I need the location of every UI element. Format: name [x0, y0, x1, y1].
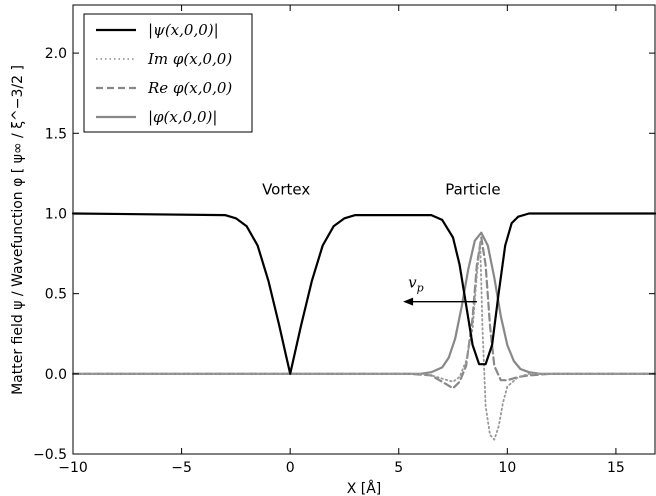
legend-box [83, 13, 253, 133]
y-tick-label: 1.0 [45, 206, 67, 222]
legend-label: |ψ(x,0,0)| [148, 21, 219, 39]
legend: |ψ(x,0,0)| Im φ(x,0,0) Re φ(x,0,0) |φ(x,0,0… [83, 13, 253, 133]
x-tick-label: 10 [498, 460, 516, 476]
legend-label: Re φ(x,0,0) [147, 79, 232, 97]
series-line [71, 236, 656, 390]
y-tick-label: 2.0 [45, 46, 67, 62]
y-axis-label: Matter field ψ / Wavefunction φ [ ψ∞ / ξ… [10, 65, 26, 395]
x-tick-label: 5 [394, 460, 403, 476]
y-tick-label: −0.5 [33, 447, 67, 463]
annotation-label: Particle [445, 180, 500, 198]
x-axis-label: X [Å] [347, 480, 382, 496]
legend-label: |φ(x,0,0)| [148, 108, 217, 126]
series-line [72, 241, 656, 441]
velocity-arrow-head [403, 297, 414, 306]
legend-label: Im φ(x,0,0) [147, 50, 232, 68]
annotation-label: Vortex [262, 180, 310, 198]
x-tick-label: 15 [607, 460, 625, 476]
x-tick-label: −10 [58, 460, 88, 476]
series-layer [71, 212, 656, 441]
series-line [71, 231, 656, 375]
y-tick-label: 0.5 [45, 287, 67, 303]
plot-frame [72, 4, 656, 455]
series-line [71, 212, 656, 375]
x-tick-label: 0 [286, 460, 295, 476]
tick-layer: −10 −5 0 5 10 15 −0.5 0.0 0.5 1.0 1.5 2.0 [33, 5, 655, 476]
y-tick-label: 0.0 [45, 367, 67, 383]
y-tick-label: 1.5 [45, 126, 67, 142]
x-tick-label: −5 [171, 460, 192, 476]
velocity-subscript: p [417, 282, 424, 295]
